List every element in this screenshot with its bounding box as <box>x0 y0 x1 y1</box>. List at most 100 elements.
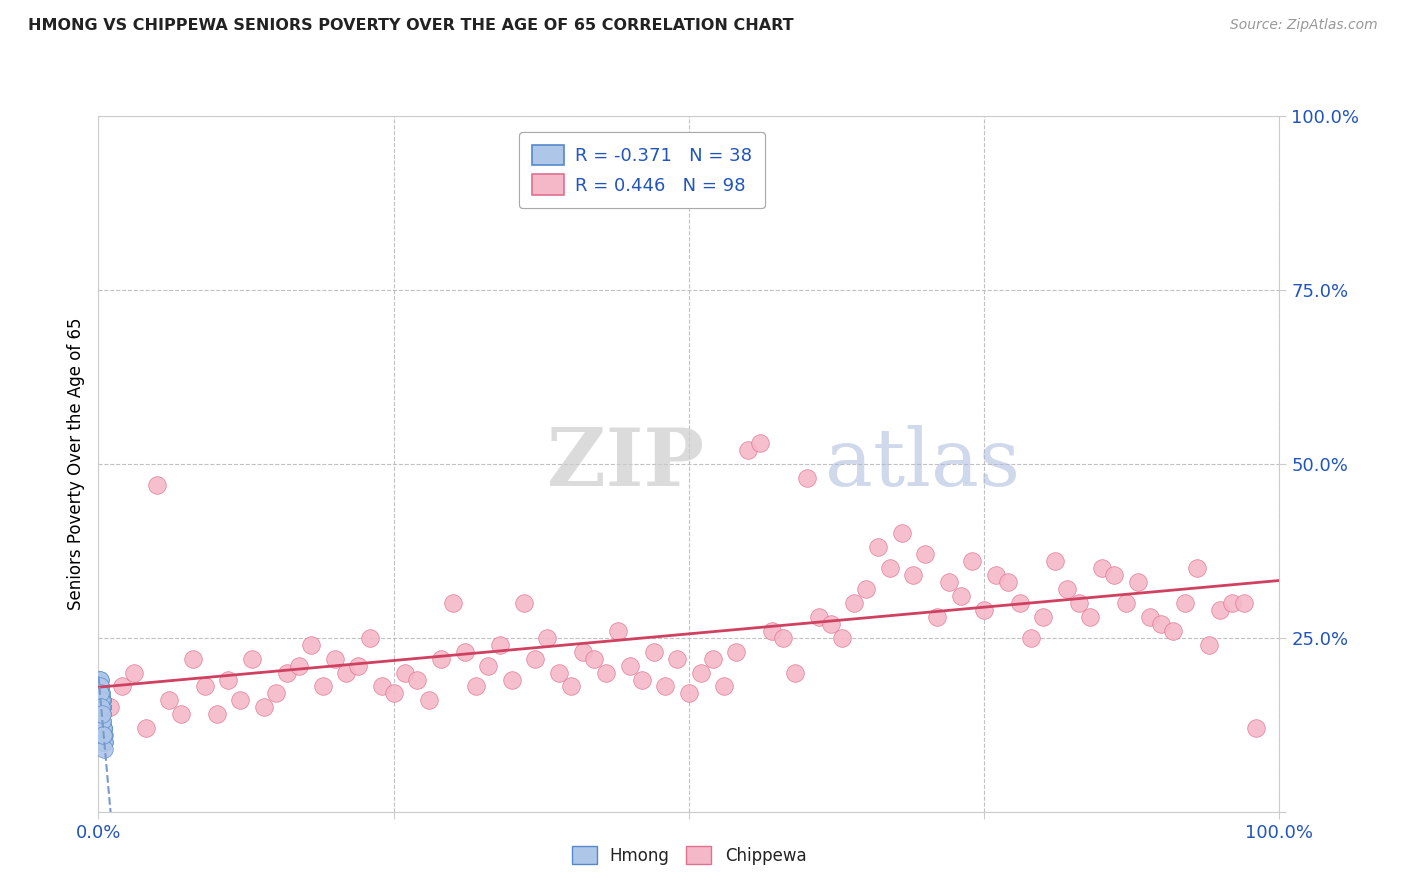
Point <box>619 658 641 673</box>
Text: ZIP: ZIP <box>547 425 704 503</box>
Point <box>1032 610 1054 624</box>
Point <box>90 714 112 729</box>
Point <box>453 645 475 659</box>
Point <box>91 693 114 707</box>
Point <box>91 700 114 714</box>
Point <box>973 603 995 617</box>
Point <box>157 693 180 707</box>
Point <box>406 673 429 687</box>
Point <box>844 596 866 610</box>
Point <box>91 700 114 714</box>
Point <box>359 631 381 645</box>
Point <box>299 638 322 652</box>
Point <box>866 541 889 555</box>
Point <box>89 686 111 700</box>
Point <box>91 693 114 707</box>
Point <box>347 658 370 673</box>
Point <box>772 631 794 645</box>
Point <box>548 665 571 680</box>
Point <box>949 589 972 603</box>
Point <box>879 561 901 575</box>
Point <box>583 651 606 665</box>
Point <box>90 707 112 722</box>
Y-axis label: Seniors Poverty Over the Age of 65: Seniors Poverty Over the Age of 65 <box>66 318 84 610</box>
Point <box>465 680 488 694</box>
Point <box>90 686 112 700</box>
Point <box>194 680 217 694</box>
Point <box>643 645 665 659</box>
Text: HMONG VS CHIPPEWA SENIORS POVERTY OVER THE AGE OF 65 CORRELATION CHART: HMONG VS CHIPPEWA SENIORS POVERTY OVER T… <box>28 18 794 33</box>
Point <box>91 735 114 749</box>
Point <box>1091 561 1114 575</box>
Point <box>1021 631 1043 645</box>
Point <box>217 673 239 687</box>
Point <box>807 610 830 624</box>
Point <box>91 707 114 722</box>
Point <box>524 651 547 665</box>
Point <box>737 442 759 457</box>
Point <box>678 686 700 700</box>
Point <box>323 651 346 665</box>
Point <box>91 721 114 735</box>
Point <box>98 700 121 714</box>
Point <box>89 680 111 694</box>
Point <box>984 568 1007 582</box>
Point <box>1174 596 1197 610</box>
Point <box>89 680 111 694</box>
Point <box>1043 554 1066 568</box>
Point <box>1139 610 1161 624</box>
Point <box>170 707 193 722</box>
Point <box>394 665 416 680</box>
Point <box>146 477 169 491</box>
Point <box>501 673 523 687</box>
Point <box>90 707 112 722</box>
Point <box>855 582 877 596</box>
Point <box>903 568 925 582</box>
Point <box>91 721 114 735</box>
Point <box>1150 616 1173 631</box>
Point <box>181 651 204 665</box>
Point <box>111 680 134 694</box>
Point <box>93 735 115 749</box>
Point <box>91 714 114 729</box>
Point <box>1244 721 1267 735</box>
Point <box>1056 582 1078 596</box>
Point <box>820 616 842 631</box>
Point <box>607 624 630 638</box>
Point <box>312 680 335 694</box>
Point <box>1080 610 1102 624</box>
Point <box>962 554 984 568</box>
Point <box>91 714 114 729</box>
Point <box>371 680 394 694</box>
Point <box>689 665 711 680</box>
Point <box>1233 596 1256 610</box>
Point <box>90 700 112 714</box>
Point <box>264 686 287 700</box>
Point <box>90 693 112 707</box>
Point <box>90 707 112 722</box>
Point <box>205 707 228 722</box>
Point <box>560 680 582 694</box>
Point <box>90 714 112 729</box>
Point <box>890 526 912 541</box>
Point <box>831 631 853 645</box>
Point <box>91 707 114 722</box>
Point <box>595 665 617 680</box>
Point <box>654 680 676 694</box>
Point <box>91 728 114 742</box>
Point <box>725 645 748 659</box>
Point <box>135 721 157 735</box>
Point <box>93 728 115 742</box>
Point <box>382 686 405 700</box>
Point <box>914 547 936 561</box>
Point <box>91 728 114 742</box>
Point <box>253 700 276 714</box>
Point <box>713 680 735 694</box>
Point <box>748 436 770 450</box>
Point <box>430 651 453 665</box>
Point <box>91 693 114 707</box>
Point <box>93 742 115 756</box>
Point <box>288 658 311 673</box>
Point <box>1067 596 1090 610</box>
Point <box>1209 603 1232 617</box>
